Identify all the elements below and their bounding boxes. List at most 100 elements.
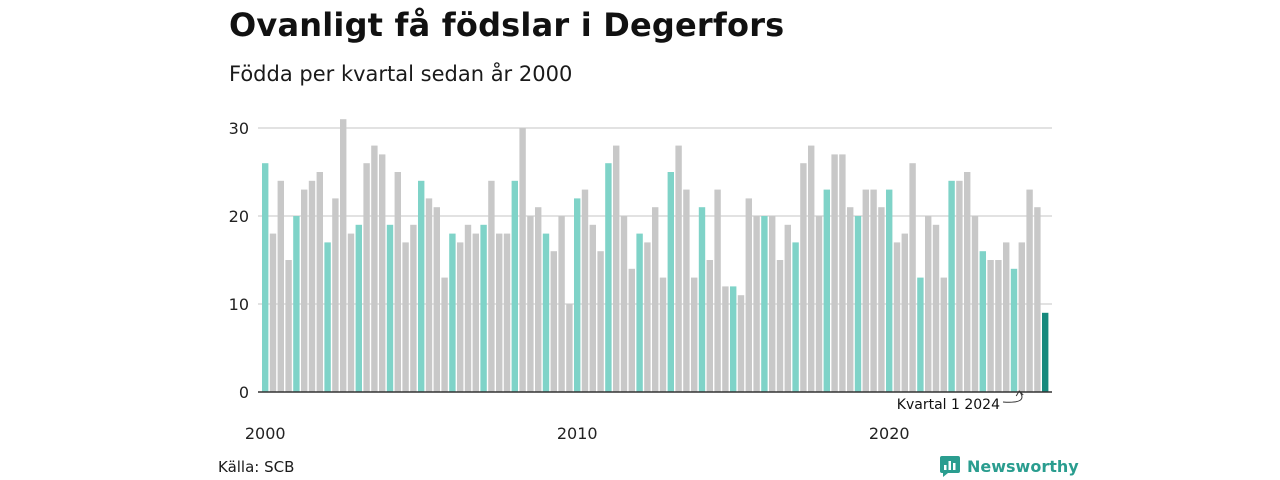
bar [464,224,472,392]
bar [956,180,963,392]
bar [792,242,799,392]
bar [597,251,604,392]
bar [691,277,698,392]
chart-title: Ovanligt få födslar i Degerfors [229,6,785,44]
bar [425,198,433,392]
bar [613,145,620,392]
bar [917,277,924,392]
bar [410,224,417,392]
bar [379,154,386,392]
bar [870,189,877,392]
bar [332,198,339,392]
annotation-arrow [1002,390,1023,403]
bar [1026,189,1033,392]
bar [659,277,667,392]
bar [667,172,674,392]
y-tick-label: 30 [229,119,249,138]
bar [308,180,316,392]
bar [386,224,394,392]
bar [769,216,776,392]
bar [675,145,682,392]
brand-name: Newsworthy [967,456,1079,476]
bar [480,224,487,392]
bar [847,207,854,392]
bar [800,163,807,392]
bar [558,216,565,392]
bar [285,260,292,392]
bar [301,189,308,392]
bar [971,216,979,392]
y-tick-label: 10 [229,295,249,314]
bar [496,233,503,392]
bar [823,189,830,392]
x-tick-label: 2020 [869,424,910,443]
newsworthy-logo: Newsworthy [939,455,1079,477]
bar [753,216,760,392]
bar [269,233,277,392]
bar [722,286,729,392]
bar [706,260,713,392]
bar [925,216,932,392]
bar [433,207,440,392]
bar [324,242,331,392]
bar [1018,242,1025,392]
bar [1010,268,1018,392]
bar [347,233,355,392]
bar [418,180,425,392]
bar [316,172,323,392]
bar [698,207,706,392]
bar [542,233,550,392]
bar [893,242,901,392]
bar [340,119,347,392]
bar [831,154,838,392]
x-tick-label: 2010 [557,424,598,443]
bar [979,251,986,392]
bar [550,251,557,392]
chart-subtitle: Födda per kvartal sedan år 2000 [229,62,573,86]
bar [503,233,511,392]
bar [511,180,518,392]
bar [363,163,370,392]
bar [862,189,869,392]
bar [574,198,581,392]
bar [932,224,940,392]
bar [839,154,846,392]
y-tick-label: 0 [239,383,249,402]
bar [683,189,690,392]
bar [589,224,596,392]
bar [277,180,284,392]
bar [1034,207,1041,392]
bar [1042,312,1049,392]
bar [644,242,651,392]
bar [784,224,791,392]
bar [488,180,495,392]
bar [886,189,893,392]
bar [909,163,916,392]
bar [964,172,971,392]
bar [1003,242,1010,392]
bar [394,172,401,392]
newsworthy-icon [940,456,960,477]
bar [457,242,464,392]
bar [940,277,947,392]
bar [449,233,456,392]
y-tick-label: 20 [229,207,249,226]
bar [636,233,643,392]
bar [293,216,300,392]
bar [815,216,823,392]
bar [441,277,448,392]
bar [472,233,479,392]
bar [402,242,409,392]
bar [628,268,635,392]
bar [581,189,589,392]
source-label: Källa: SCB [218,458,295,476]
bar [948,180,955,392]
bar [901,233,908,392]
bar [535,207,542,392]
bar [566,304,573,392]
bar [262,163,269,392]
bar [987,260,994,392]
bar [605,163,612,392]
bar [519,128,526,392]
